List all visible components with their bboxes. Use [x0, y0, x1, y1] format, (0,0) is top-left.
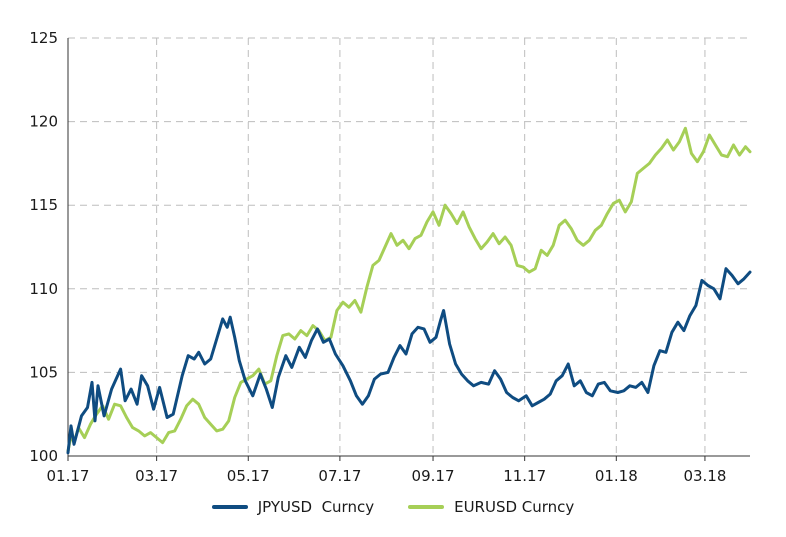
- x-tick-label: 05.17: [227, 467, 270, 485]
- x-tick-label: 01.18: [595, 467, 638, 485]
- legend-item-eurusd: EURUSD Curncy: [408, 498, 574, 516]
- legend-swatch-eurusd: [408, 505, 445, 509]
- y-tick-label: 120: [29, 113, 58, 131]
- x-tick-label: 11.17: [503, 467, 546, 485]
- y-tick-labels: 100 105 110 115 120 125: [29, 29, 58, 465]
- y-tick-label: 125: [29, 29, 58, 47]
- x-tick-labels: 01.17 03.17 05.17 07.17 09.17 11.17 01.18 03.18: [47, 467, 727, 485]
- x-tick-label: 07.17: [318, 467, 361, 485]
- legend-label-jpyusd: JPYUSD Curncy: [257, 498, 375, 516]
- legend-swatch-jpyusd: [211, 505, 248, 509]
- series-line-0: [66, 267, 752, 455]
- y-tick-label: 115: [29, 196, 58, 214]
- x-tick-label: 03.18: [683, 467, 726, 485]
- y-tick-label: 110: [29, 280, 58, 298]
- x-tick-label: 03.17: [135, 467, 178, 485]
- series-lines: [66, 126, 752, 455]
- x-tick-label: 09.17: [412, 467, 455, 485]
- series-line-1: [66, 126, 752, 453]
- axes: [67, 38, 750, 461]
- y-tick-label: 105: [29, 363, 58, 381]
- x-tick-label: 01.17: [47, 467, 90, 485]
- y-tick-label: 100: [29, 447, 58, 465]
- chart-legend: JPYUSD Curncy EURUSD Curncy: [0, 498, 786, 516]
- legend-label-eurusd: EURUSD Curncy: [454, 498, 575, 516]
- legend-item-jpyusd: JPYUSD Curncy: [211, 498, 375, 516]
